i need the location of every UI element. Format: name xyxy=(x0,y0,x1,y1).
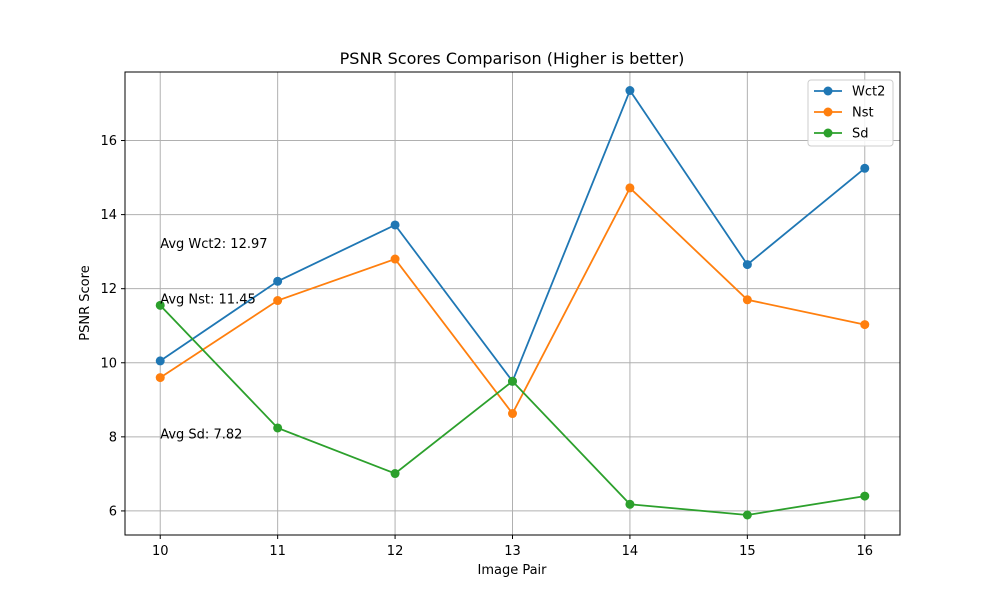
data-point xyxy=(155,300,165,310)
y-tick-label: 14 xyxy=(100,208,117,223)
x-tick-label: 14 xyxy=(622,544,639,559)
x-tick-label: 11 xyxy=(269,544,286,559)
annotation: Avg Wct2: 12.97 xyxy=(160,237,267,252)
legend-marker xyxy=(823,128,833,138)
chart-title: PSNR Scores Comparison (Higher is better… xyxy=(340,49,685,68)
data-point xyxy=(390,220,400,230)
legend: Wct2 Nst Sd xyxy=(807,79,894,147)
data-point xyxy=(273,276,283,286)
x-axis-label: Image Pair xyxy=(477,563,547,578)
legend-marker xyxy=(823,86,833,96)
data-point xyxy=(860,320,870,330)
data-point xyxy=(625,499,635,509)
legend-label: Wct2 xyxy=(852,85,885,100)
y-tick-label: 12 xyxy=(100,282,117,297)
data-point xyxy=(742,295,752,305)
series-layer xyxy=(155,86,870,520)
y-axis-label: PSNR Score xyxy=(78,265,93,340)
axes: 10 11 12 13 14 15 16 6 8 10 12 14 16 xyxy=(100,134,873,559)
data-point xyxy=(742,510,752,520)
y-tick-label: 8 xyxy=(109,430,117,445)
data-point xyxy=(508,409,517,419)
x-tick-label: 12 xyxy=(387,544,404,559)
data-point xyxy=(273,296,283,306)
data-point xyxy=(742,260,752,270)
data-point xyxy=(625,86,635,96)
series-sd xyxy=(155,300,870,520)
annotation: Avg Sd: 7.82 xyxy=(160,428,242,443)
data-point xyxy=(390,469,400,479)
y-tick-label: 10 xyxy=(100,356,117,371)
x-tick-label: 10 xyxy=(152,544,169,559)
x-tick-label: 16 xyxy=(856,544,873,559)
y-tick-label: 6 xyxy=(109,504,117,519)
data-point xyxy=(155,373,165,383)
x-tick-label: 13 xyxy=(504,544,521,559)
y-tick-label: 16 xyxy=(100,134,117,149)
annotation: Avg Nst: 11.45 xyxy=(160,293,256,308)
data-point xyxy=(860,491,870,501)
data-point xyxy=(860,163,870,173)
x-tick-label: 15 xyxy=(739,544,756,559)
data-point xyxy=(155,356,165,366)
data-point xyxy=(273,423,283,433)
data-point xyxy=(390,254,400,264)
series-nst xyxy=(155,183,870,419)
legend-label: Nst xyxy=(852,106,874,121)
data-point xyxy=(508,376,517,386)
data-point xyxy=(625,183,635,193)
legend-label: Sd xyxy=(852,127,869,142)
annotations: Avg Wct2: 12.97 Avg Nst: 11.45 Avg Sd: 7.8… xyxy=(160,237,267,443)
legend-marker xyxy=(823,107,833,117)
